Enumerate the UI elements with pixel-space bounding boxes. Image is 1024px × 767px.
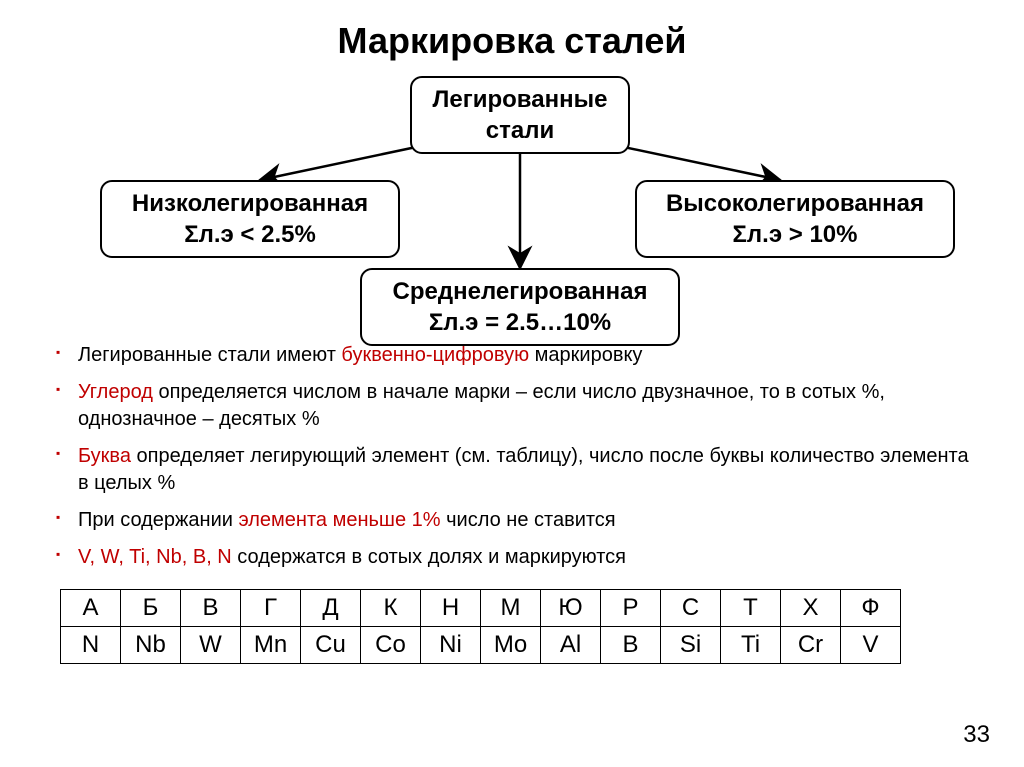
bullet-item: Углерод определяется числом в начале мар… <box>50 379 984 433</box>
bullet-item: Легированные стали имеют буквенно-цифров… <box>50 342 984 369</box>
node-middle-line1: Среднелегированная <box>376 276 664 307</box>
bullet-list: Легированные стали имеют буквенно-цифров… <box>40 342 984 571</box>
bullet-segment: буквенно-цифровую <box>341 344 529 366</box>
node-low-alloy: Низколегированная Σл.э < 2.5% <box>100 180 400 258</box>
table-cell: B <box>601 627 661 664</box>
table-cell: Ю <box>541 590 601 627</box>
table-cell: Al <box>541 627 601 664</box>
node-medium-alloy: Среднелегированная Σл.э = 2.5…10% <box>360 268 680 346</box>
node-root-line2: стали <box>426 115 614 146</box>
bullet-segment: содержатся в сотых долях и маркируются <box>232 546 626 568</box>
table-cell: В <box>181 590 241 627</box>
bullet-segment: определяет легирующий элемент (см. табли… <box>78 445 969 494</box>
bullet-segment: число не ставится <box>441 509 616 531</box>
table-cell: Cu <box>301 627 361 664</box>
table-cell: К <box>361 590 421 627</box>
table-cell: Mo <box>481 627 541 664</box>
table-cell: Ti <box>721 627 781 664</box>
table-cell: С <box>661 590 721 627</box>
table-cell: Ni <box>421 627 481 664</box>
bullet-segment: Углерод <box>78 381 153 403</box>
table-cell: Si <box>661 627 721 664</box>
bullet-segment: V, W, Ti, Nb, B, N <box>78 546 232 568</box>
table-row: NNbWMnCuCoNiMoAlBSiTiCrV <box>61 627 901 664</box>
elements-table: АБВГДКНМЮРСТХФNNbWMnCuCoNiMoAlBSiTiCrV <box>60 589 901 664</box>
table-cell: Х <box>781 590 841 627</box>
node-root: Легированные стали <box>410 76 630 154</box>
table-cell: Н <box>421 590 481 627</box>
table-cell: Г <box>241 590 301 627</box>
bullet-item: При содержании элемента меньше 1% число … <box>50 507 984 534</box>
node-right-line1: Высоколегированная <box>651 188 939 219</box>
table-cell: W <box>181 627 241 664</box>
bullet-item: Буква определяет легирующий элемент (см.… <box>50 443 984 497</box>
bullet-segment: Буква <box>78 445 131 467</box>
table-cell: Co <box>361 627 421 664</box>
table-cell: М <box>481 590 541 627</box>
node-left-line1: Низколегированная <box>116 188 384 219</box>
table-row: АБВГДКНМЮРСТХФ <box>61 590 901 627</box>
node-high-alloy: Высоколегированная Σл.э > 10% <box>635 180 955 258</box>
bullet-segment: При содержании <box>78 509 239 531</box>
bullet-segment: маркировку <box>529 344 642 366</box>
table-cell: Б <box>121 590 181 627</box>
classification-diagram: Легированные стали Низколегированная Σл.… <box>40 72 984 332</box>
table-cell: А <box>61 590 121 627</box>
node-middle-line2: Σл.э = 2.5…10% <box>376 307 664 338</box>
bullet-segment: элемента меньше 1% <box>239 509 441 531</box>
table-cell: Д <box>301 590 361 627</box>
bullet-item: V, W, Ti, Nb, B, N содержатся в сотых до… <box>50 544 984 571</box>
table-cell: Cr <box>781 627 841 664</box>
table-cell: Р <box>601 590 661 627</box>
node-right-line2: Σл.э > 10% <box>651 219 939 250</box>
table-cell: N <box>61 627 121 664</box>
node-root-line1: Легированные <box>426 84 614 115</box>
bullet-segment: Легированные стали имеют <box>78 344 341 366</box>
table-cell: Т <box>721 590 781 627</box>
table-cell: Nb <box>121 627 181 664</box>
node-left-line2: Σл.э < 2.5% <box>116 219 384 250</box>
page-number: 33 <box>963 721 990 749</box>
table-cell: V <box>841 627 901 664</box>
bullet-segment: определяется числом в начале марки – есл… <box>78 381 885 430</box>
page-title: Маркировка сталей <box>40 20 984 62</box>
table-cell: Ф <box>841 590 901 627</box>
table-cell: Mn <box>241 627 301 664</box>
